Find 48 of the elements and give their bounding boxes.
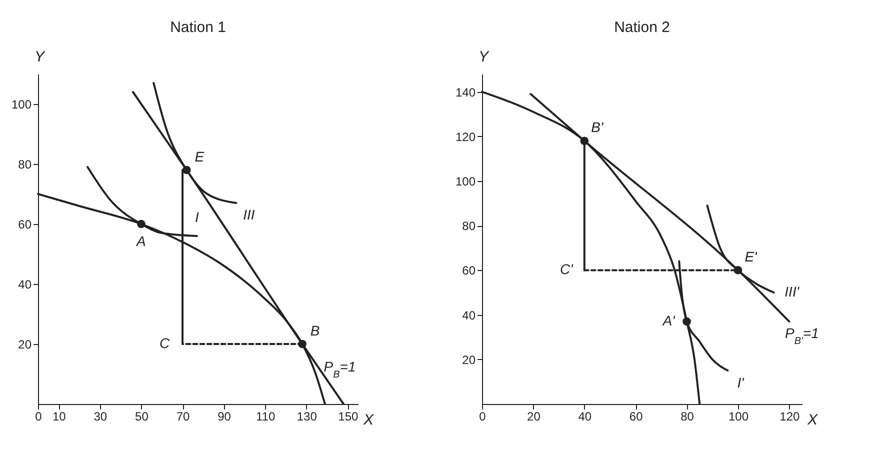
y-tick-label: 100 (11, 98, 32, 112)
y-tick-label: 140 (455, 85, 476, 100)
y-tick-label: 40 (462, 308, 476, 322)
y-tick-label: 20 (18, 338, 32, 352)
chart-title: Nation 1 (170, 19, 226, 36)
x-tick-label: 30 (94, 410, 108, 424)
x-tick-label: 100 (728, 410, 749, 424)
annotation: A (136, 233, 146, 249)
y-tick-label: 120 (455, 130, 476, 144)
y-tick-label: 60 (462, 264, 476, 278)
annotation: P$_{B}$=1 (324, 358, 356, 380)
x-tick-label: 0 (479, 410, 486, 424)
annotation: P$_{B'}$=1 (784, 325, 819, 347)
annotation: I (195, 209, 200, 225)
x-tick-label: 110 (256, 410, 276, 424)
y-tick-label: 100 (455, 174, 476, 189)
x-tick-label: 130 (296, 410, 318, 424)
y-tick-label: 80 (462, 219, 476, 234)
annotation: C (159, 335, 170, 351)
x-tick-label: 20 (527, 410, 541, 424)
x-tick-label: 120 (780, 410, 800, 424)
y-tick-label: 80 (18, 158, 32, 172)
y-tick-label: 60 (18, 218, 32, 232)
annotation: C' (560, 261, 574, 278)
annotation: A' (662, 312, 676, 328)
annotation: E (194, 148, 205, 164)
annotation: E' (744, 248, 758, 264)
annotation: B (310, 322, 320, 338)
y-axis-title: Y (34, 48, 46, 66)
annotation: III' (784, 284, 800, 300)
x-tick-label: 150 (338, 410, 359, 424)
y-axis-title: Y (478, 48, 490, 66)
x-axis-title: X (806, 412, 818, 428)
x-tick-label: 50 (135, 410, 149, 424)
annotation: III (243, 206, 255, 223)
y-tick-label: 20 (462, 352, 476, 367)
x-tick-label: 90 (218, 410, 232, 424)
x-tick-label: 10 (52, 410, 66, 424)
y-tick-label: 40 (18, 278, 32, 292)
x-tick-label: 0 (35, 410, 42, 424)
x-tick-label: 60 (629, 410, 644, 424)
chart-title: Nation 2 (614, 19, 670, 36)
x-tick-label: 80 (680, 410, 694, 424)
x-tick-label: 40 (578, 410, 592, 424)
x-axis-title: X (362, 412, 374, 428)
annotation: B' (591, 119, 604, 136)
annotation: I' (737, 374, 746, 390)
x-tick-label: 70 (176, 410, 190, 424)
